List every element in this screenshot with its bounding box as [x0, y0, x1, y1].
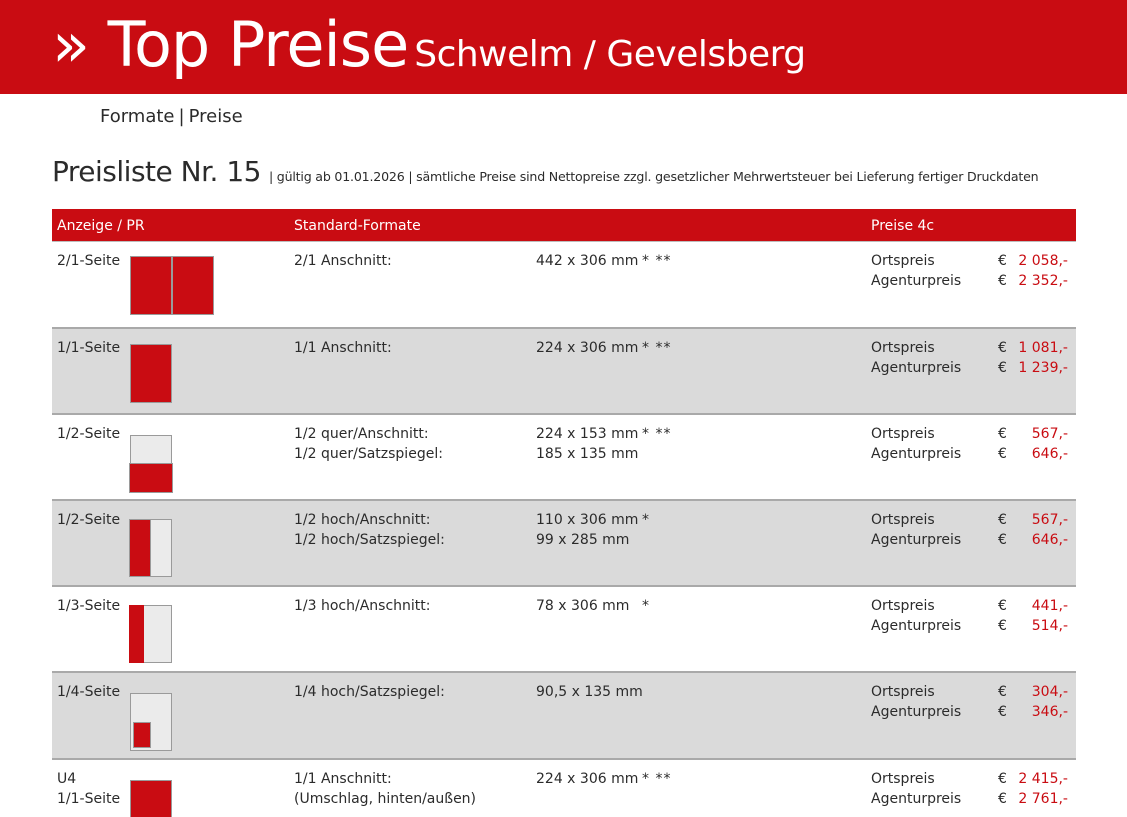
pricelist-validity-note: | gültig ab 01.01.2026 | sämtliche Preis…	[268, 169, 1039, 184]
nav-link-preise[interactable]: Preise	[188, 106, 243, 127]
col-header-formats: Standard-Formate	[294, 218, 421, 234]
col-header-prices: Preise 4c	[871, 218, 935, 234]
table-row: 1/1-Seite 1/1 Anschnitt: 224 x 306 mm * …	[52, 329, 1076, 415]
currency-symbols: € €	[998, 340, 1007, 376]
format-label: 1/1 Anschnitt:	[294, 340, 392, 356]
format-footnote-marks: * **	[642, 340, 672, 356]
page-title-main: » Top Preise	[52, 8, 409, 81]
table-row: 2/1-Seite 2/1 Anschnitt: 442 x 306 mm * …	[52, 242, 1076, 329]
currency-symbols: € €	[998, 426, 1007, 462]
format-size: 110 x 306 mm 99 x 285 mm	[536, 512, 639, 548]
price-labels: Ortspreis Agenturpreis	[871, 253, 962, 289]
ad-size-label: U4 1/1-Seite	[57, 771, 121, 807]
format-label: 1/1 Anschnitt: (Umschlag, hinten/außen)	[294, 771, 477, 807]
price-values: 1 081,- 1 239,-	[1018, 338, 1068, 378]
price-values: 567,- 646,-	[1032, 424, 1068, 464]
price-labels: Ortspreis Agenturpreis	[871, 426, 962, 462]
format-label: 2/1 Anschnitt:	[294, 253, 392, 269]
format-size: 224 x 153 mm 185 x 135 mm	[536, 426, 639, 462]
page-title: » Top Preise Schwelm / Gevelsberg	[52, 14, 806, 76]
format-footnote-marks: *	[642, 598, 650, 614]
format-footnote-marks: *	[642, 512, 650, 528]
currency-symbols: € €	[998, 253, 1007, 289]
ortspreis-value: 2 415,-	[1018, 771, 1068, 787]
pricelist-title: Preisliste Nr. 15	[52, 155, 261, 188]
ad-size-label: 2/1-Seite	[57, 253, 121, 269]
agenturpreis-value: 646,-	[1031, 446, 1068, 462]
price-labels: Ortspreis Agenturpreis	[871, 340, 962, 376]
table-row: 1/2-Seite 1/2 hoch/Anschnitt: 1/2 hoch/Sa…	[52, 501, 1076, 587]
table-header: Anzeige / PR Standard-Formate Preise 4c	[52, 209, 1076, 242]
agenturpreis-value: 514,-	[1031, 618, 1068, 634]
ortspreis-value: 1 081,-	[1018, 340, 1068, 356]
price-table: Anzeige / PR Standard-Formate Preise 4c …	[52, 209, 1076, 817]
format-size: 224 x 306 mm	[536, 340, 639, 356]
currency-symbols: € €	[998, 512, 1007, 548]
price-values: 2 058,- 2 352,-	[1018, 251, 1068, 291]
agenturpreis-value: 2 352,-	[1018, 273, 1068, 289]
agenturpreis-value: 646,-	[1031, 532, 1068, 548]
table-row: 1/4-Seite 1/4 hoch/Satzspiegel: 90,5 x 1…	[52, 673, 1076, 760]
ad-size-label: 1/4-Seite	[57, 684, 121, 700]
price-labels: Ortspreis Agenturpreis	[871, 684, 962, 720]
sub-navigation: Formate | Preise	[100, 106, 243, 127]
ortspreis-value: 2 058,-	[1018, 253, 1068, 269]
currency-symbols: € €	[998, 684, 1007, 720]
ad-size-label: 1/2-Seite	[57, 512, 121, 528]
table-row: U4 1/1-Seite 1/1 Anschnitt: (Umschlag, hin…	[52, 760, 1076, 817]
ortspreis-value: 304,-	[1031, 684, 1068, 700]
format-footnote-marks: * **	[642, 253, 672, 269]
col-header-ad: Anzeige / PR	[57, 218, 145, 234]
format-footnote-marks: * **	[642, 771, 672, 787]
format-size: 224 x 306 mm	[536, 771, 639, 787]
price-values: 304,- 346,-	[1032, 682, 1068, 722]
price-labels: Ortspreis Agenturpreis	[871, 598, 962, 634]
ortspreis-value: 567,-	[1031, 512, 1068, 528]
page-title-location: Schwelm / Gevelsberg	[414, 34, 806, 75]
agenturpreis-value: 346,-	[1031, 704, 1068, 720]
ortspreis-value: 441,-	[1031, 598, 1068, 614]
format-label: 1/3 hoch/Anschnitt:	[294, 598, 431, 614]
format-label: 1/4 hoch/Satzspiegel:	[294, 684, 445, 700]
ad-size-label: 1/1-Seite	[57, 340, 121, 356]
currency-symbols: € €	[998, 771, 1007, 807]
format-size: 442 x 306 mm	[536, 253, 639, 269]
nav-separator: |	[178, 106, 185, 127]
ad-size-label: 1/2-Seite	[57, 426, 121, 442]
price-values: 441,- 514,-	[1032, 596, 1068, 636]
price-values: 2 415,- 2 761,-	[1018, 769, 1068, 809]
format-label: 1/2 quer/Anschnitt: 1/2 quer/Satzspiegel:	[294, 426, 443, 462]
table-row: 1/2-Seite 1/2 quer/Anschnitt: 1/2 quer/Sa…	[52, 415, 1076, 501]
price-labels: Ortspreis Agenturpreis	[871, 512, 962, 548]
nav-link-formate[interactable]: Formate	[100, 106, 175, 127]
ortspreis-value: 567,-	[1031, 426, 1068, 442]
ad-size-label: 1/3-Seite	[57, 598, 121, 614]
pricelist-heading: Preisliste Nr. 15 | gültig ab 01.01.2026 …	[52, 155, 1039, 188]
header-banner: » Top Preise Schwelm / Gevelsberg	[0, 0, 1127, 94]
table-row: 1/3-Seite 1/3 hoch/Anschnitt: 78 x 306 m…	[52, 587, 1076, 673]
format-footnote-marks: * **	[642, 426, 672, 442]
price-values: 567,- 646,-	[1032, 510, 1068, 550]
format-label: 1/2 hoch/Anschnitt: 1/2 hoch/Satzspiegel:	[294, 512, 445, 548]
currency-symbols: € €	[998, 598, 1007, 634]
agenturpreis-value: 2 761,-	[1018, 791, 1068, 807]
agenturpreis-value: 1 239,-	[1018, 360, 1068, 376]
format-size: 78 x 306 mm	[536, 598, 630, 614]
price-labels: Ortspreis Agenturpreis	[871, 771, 962, 807]
format-size: 90,5 x 135 mm	[536, 684, 643, 700]
